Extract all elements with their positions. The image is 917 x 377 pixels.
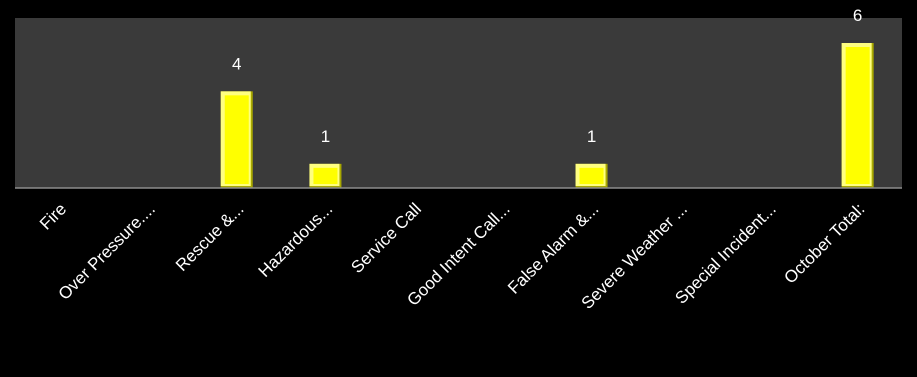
value-labels-layer: 4 1 1 6: [232, 6, 862, 146]
x-tick-label-3: Rescue &...: [172, 199, 248, 275]
data-label-4: 1: [321, 127, 330, 146]
x-tick-label-5: Service Call: [347, 199, 425, 277]
x-tick-label-7: False Alarm &...: [504, 199, 602, 297]
bar-4: [309, 163, 342, 188]
bar-10: [841, 43, 874, 188]
x-tick-label-1: Fire: [36, 199, 70, 233]
data-label-7: 1: [587, 127, 596, 146]
x-tick-label-10: October Total:: [780, 199, 868, 287]
x-tick-label-2: Over Pressure....: [55, 199, 159, 303]
bar-3: [220, 91, 253, 188]
bars-layer: [220, 43, 874, 188]
data-label-10: 6: [853, 6, 862, 25]
data-label-3: 4: [232, 54, 241, 73]
bar-7: [575, 163, 608, 188]
plot-area: [15, 18, 902, 188]
x-tick-label-4: Hazardous...: [255, 199, 337, 281]
